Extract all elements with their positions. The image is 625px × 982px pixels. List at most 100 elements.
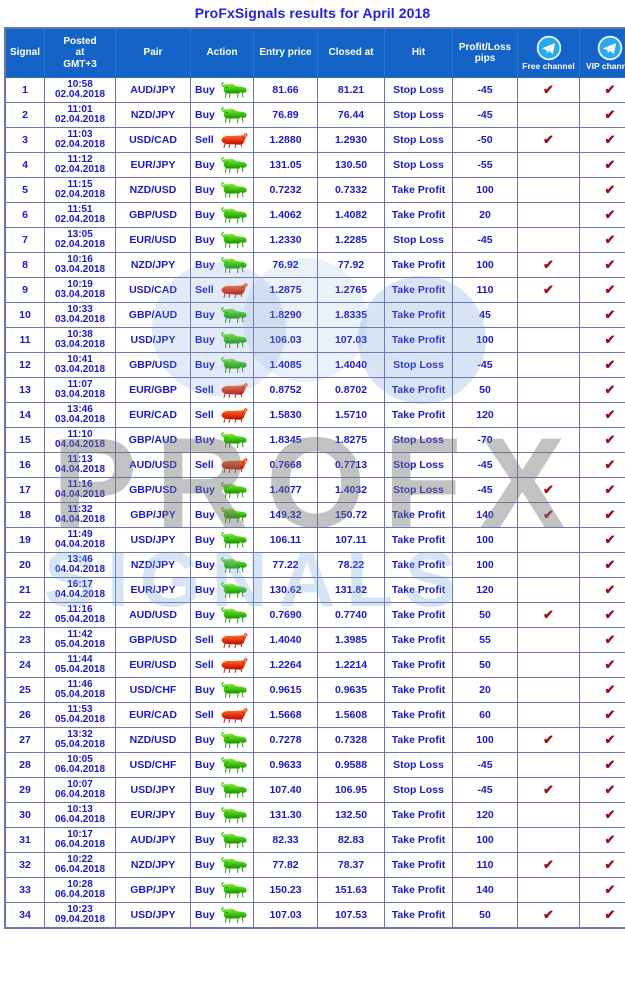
col-header-free-channel[interactable]: Free channel [517, 27, 580, 78]
col-header-entry-price[interactable]: Entry price [253, 27, 318, 78]
col-label-vip-channel: VIP channel [585, 60, 625, 71]
bull-icon [219, 556, 249, 574]
col-header-action[interactable]: Action [190, 27, 254, 78]
col-label-hit: Hit [411, 47, 426, 59]
col-label-pair: Pair [143, 47, 163, 59]
cell-action-label: Buy [195, 509, 215, 521]
cell-posted-time: 16:17 [67, 578, 93, 590]
cell-action-label: Buy [195, 809, 215, 821]
cell-vip-channel: ✔ [579, 602, 625, 628]
cell-posted-date: 02.04.2018 [54, 114, 106, 125]
cell-signal: 20 [4, 552, 45, 578]
cell-pair: EUR/JPY [115, 152, 191, 178]
cell-posted: 16:17 04.04.2018 [44, 577, 116, 603]
col-label-posted-l1: Posted [63, 35, 97, 47]
cell-vip-channel: ✔ [579, 402, 625, 428]
check-icon: ✔ [604, 407, 616, 422]
col-header-pair[interactable]: Pair [115, 27, 191, 78]
cell-entry-price: 149.32 [253, 502, 318, 528]
cell-free-channel [517, 452, 580, 478]
cell-signal: 2 [4, 102, 45, 128]
cell-profit-loss: 100 [452, 327, 518, 353]
cell-hit: Stop Loss [384, 152, 453, 178]
cell-closed-at: 1.2214 [317, 652, 385, 678]
cell-closed-at: 107.03 [317, 327, 385, 353]
cell-hit: Take Profit [384, 802, 453, 828]
cell-signal: 1 [4, 77, 45, 103]
col-header-profit-loss[interactable]: Profit/Loss pips [452, 27, 518, 78]
cell-action: Buy [190, 577, 254, 603]
col-label-posted-l2: at [75, 47, 85, 59]
cell-vip-channel: ✔ [579, 577, 625, 603]
check-icon: ✔ [604, 357, 616, 372]
cell-hit: Take Profit [384, 552, 453, 578]
cell-posted-date: 03.04.2018 [54, 264, 106, 275]
cell-entry-price: 1.2880 [253, 127, 318, 153]
cell-entry-price: 1.5830 [253, 402, 318, 428]
cell-action-label: Sell [195, 384, 214, 396]
cell-action-label: Buy [195, 159, 215, 171]
bull-icon [219, 231, 249, 249]
cell-posted: 11:01 02.04.2018 [44, 102, 116, 128]
cell-hit: Stop Loss [384, 77, 453, 103]
cell-action-label: Sell [195, 134, 214, 146]
check-icon: ✔ [604, 832, 616, 847]
cell-posted-time: 11:03 [67, 128, 93, 140]
cell-hit: Take Profit [384, 202, 453, 228]
cell-signal: 12 [4, 352, 45, 378]
cell-action: Sell [190, 377, 254, 403]
cell-vip-channel: ✔ [579, 452, 625, 478]
cell-posted-time: 11:07 [67, 378, 93, 390]
cell-action-label: Buy [195, 584, 215, 596]
cell-posted: 10:28 06.04.2018 [44, 877, 116, 903]
cell-vip-channel: ✔ [579, 802, 625, 828]
cell-entry-price: 1.5668 [253, 702, 318, 728]
cell-action: Buy [190, 302, 254, 328]
cell-action-label: Buy [195, 434, 215, 446]
cell-signal: 7 [4, 227, 45, 253]
cell-signal: 15 [4, 427, 45, 453]
cell-vip-channel: ✔ [579, 302, 625, 328]
check-icon: ✔ [604, 907, 616, 922]
cell-action-label: Sell [195, 459, 214, 471]
cell-posted-time: 11:12 [67, 153, 93, 165]
cell-closed-at: 0.7328 [317, 727, 385, 753]
check-icon: ✔ [604, 332, 616, 347]
cell-hit: Take Profit [384, 877, 453, 903]
table-row: 3 11:03 02.04.2018 USD/CAD Sell 1.2880 1.2930 S… [4, 127, 625, 153]
col-header-closed-at[interactable]: Closed at [317, 27, 385, 78]
cell-posted-date: 04.04.2018 [54, 464, 106, 475]
cell-pair: EUR/USD [115, 227, 191, 253]
col-header-hit[interactable]: Hit [384, 27, 453, 78]
table-row: 21 16:17 04.04.2018 EUR/JPY Buy 130.62 131.82 T… [4, 577, 625, 603]
cell-hit: Take Profit [384, 327, 453, 353]
cell-posted-time: 10:07 [67, 778, 93, 790]
cell-entry-price: 1.4062 [253, 202, 318, 228]
col-header-vip-channel[interactable]: VIP channel [579, 27, 625, 78]
cell-action: Buy [190, 77, 254, 103]
cell-action-label: Buy [195, 334, 215, 346]
col-label-entry-price: Entry price [259, 47, 312, 59]
cell-free-channel: ✔ [517, 902, 580, 929]
cell-vip-channel: ✔ [579, 202, 625, 228]
cell-profit-loss: 100 [452, 552, 518, 578]
cell-posted-date: 03.04.2018 [54, 314, 106, 325]
check-icon: ✔ [604, 307, 616, 322]
cell-closed-at: 106.95 [317, 777, 385, 803]
cell-free-channel: ✔ [517, 727, 580, 753]
table-row: 23 11:42 05.04.2018 GBP/USD Sell 1.4040 1.3985… [4, 627, 625, 653]
cell-vip-channel: ✔ [579, 627, 625, 653]
cell-posted: 10:13 06.04.2018 [44, 802, 116, 828]
bear-icon [218, 281, 248, 299]
cell-vip-channel: ✔ [579, 652, 625, 678]
cell-entry-price: 130.62 [253, 577, 318, 603]
cell-posted: 11:10 04.04.2018 [44, 427, 116, 453]
cell-posted-date: 03.04.2018 [54, 289, 106, 300]
check-icon: ✔ [543, 482, 554, 497]
table-row: 13 11:07 03.04.2018 EUR/GBP Sell 0.8752 0.8702… [4, 377, 625, 403]
col-header-signal[interactable]: Signal [4, 27, 45, 78]
cell-posted-date: 05.04.2018 [54, 639, 106, 650]
col-header-posted[interactable]: Posted at GMT+3 [44, 27, 116, 78]
cell-closed-at: 77.92 [317, 252, 385, 278]
table-header: Signal Posted at GMT+3 Pair Action Entry… [4, 27, 625, 78]
